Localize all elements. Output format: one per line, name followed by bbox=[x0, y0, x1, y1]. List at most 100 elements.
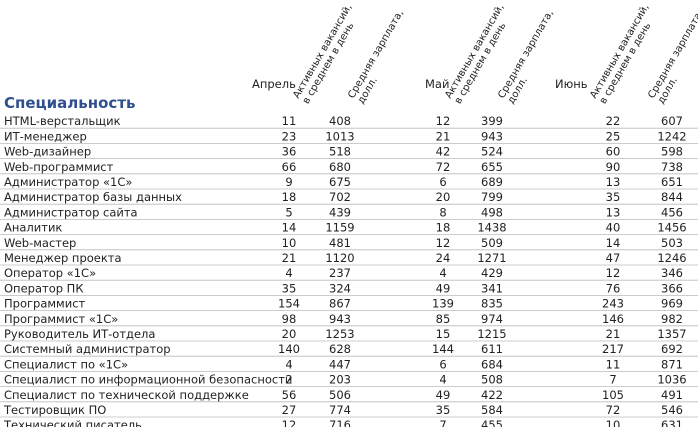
cell-value: 456 bbox=[661, 205, 683, 219]
cell-value: 655 bbox=[481, 160, 503, 174]
cell-value: 607 bbox=[661, 114, 683, 128]
cell-value: 1159 bbox=[325, 221, 354, 235]
cell-value: 943 bbox=[329, 312, 351, 326]
cell-value: 21 bbox=[282, 251, 297, 265]
cell-value: 455 bbox=[481, 418, 503, 427]
cell-value: 23 bbox=[282, 129, 297, 143]
cell-value: 25 bbox=[606, 129, 621, 143]
cell-value: 4 bbox=[285, 266, 292, 280]
cell-value: 4 bbox=[439, 266, 446, 280]
cell-value: 651 bbox=[661, 175, 683, 189]
cell-value: 982 bbox=[661, 312, 683, 326]
cell-value: 324 bbox=[329, 281, 351, 295]
specialty-name: Аналитик bbox=[4, 221, 62, 235]
cell-value: 692 bbox=[661, 342, 683, 356]
cell-value: 217 bbox=[602, 342, 624, 356]
specialty-name: Web-мастер bbox=[4, 236, 76, 250]
cell-value: 341 bbox=[481, 281, 503, 295]
specialty-name: Специалист по «1С» bbox=[4, 357, 128, 371]
cell-value: 844 bbox=[661, 190, 683, 204]
cell-value: 408 bbox=[329, 114, 351, 128]
cell-value: 21 bbox=[436, 129, 451, 143]
specialty-name: Оператор ПК bbox=[4, 281, 84, 295]
cell-value: 631 bbox=[661, 418, 683, 427]
cell-value: 509 bbox=[481, 236, 503, 250]
cell-value: 1013 bbox=[325, 129, 354, 143]
cell-value: 13 bbox=[606, 205, 621, 219]
cell-value: 518 bbox=[329, 145, 351, 159]
cell-value: 18 bbox=[436, 221, 451, 235]
specialty-name: Руководитель ИТ-отдела bbox=[4, 327, 155, 341]
cell-value: 4 bbox=[285, 357, 292, 371]
month-label: Июнь bbox=[555, 77, 588, 91]
cell-value: 49 bbox=[436, 388, 451, 402]
column-header-line: Активных вакансий, bbox=[588, 2, 651, 100]
cell-value: 243 bbox=[602, 297, 624, 311]
cell-value: 56 bbox=[282, 388, 297, 402]
cell-value: 10 bbox=[606, 418, 621, 427]
specialty-name: Тестировщик ПО bbox=[3, 403, 106, 417]
cell-value: 7 bbox=[439, 418, 446, 427]
cell-value: 13 bbox=[606, 175, 621, 189]
cell-value: 11 bbox=[606, 357, 621, 371]
cell-value: 689 bbox=[481, 175, 503, 189]
specialty-name: Специалист по технической поддержке bbox=[4, 388, 249, 402]
cell-value: 974 bbox=[481, 312, 503, 326]
cell-value: 5 bbox=[285, 205, 292, 219]
cell-value: 8 bbox=[439, 205, 446, 219]
specialty-name: Системный администратор bbox=[4, 342, 171, 356]
cell-value: 154 bbox=[278, 297, 300, 311]
specialty-name: Web-программист bbox=[4, 160, 114, 174]
cell-value: 422 bbox=[481, 388, 503, 402]
cell-value: 1242 bbox=[657, 129, 686, 143]
cell-value: 675 bbox=[329, 175, 351, 189]
cell-value: 584 bbox=[481, 403, 503, 417]
cell-value: 12 bbox=[606, 266, 621, 280]
cell-value: 60 bbox=[606, 145, 621, 159]
cell-value: 47 bbox=[606, 251, 621, 265]
specialty-name: Программист bbox=[4, 297, 86, 311]
cell-value: 35 bbox=[282, 281, 297, 295]
cell-value: 399 bbox=[481, 114, 503, 128]
cell-value: 628 bbox=[329, 342, 351, 356]
cell-value: 867 bbox=[329, 297, 351, 311]
cell-value: 969 bbox=[661, 297, 683, 311]
cell-value: 611 bbox=[481, 342, 503, 356]
cell-value: 1271 bbox=[477, 251, 506, 265]
column-header: Средняя зарплата,долл. bbox=[496, 8, 556, 106]
column-header: Средняя зарплата,долл. bbox=[646, 8, 698, 106]
cell-value: 366 bbox=[661, 281, 683, 295]
cell-value: 429 bbox=[481, 266, 503, 280]
cell-value: 11 bbox=[282, 114, 297, 128]
specialty-name: ИТ-менеджер bbox=[4, 129, 87, 143]
cell-value: 684 bbox=[481, 357, 503, 371]
cell-value: 1246 bbox=[657, 251, 686, 265]
cell-value: 1438 bbox=[477, 221, 506, 235]
cell-value: 7 bbox=[609, 373, 616, 387]
cell-value: 716 bbox=[329, 418, 351, 427]
cell-value: 40 bbox=[606, 221, 621, 235]
column-header-line: Активных вакансий, bbox=[443, 2, 506, 100]
cell-value: 503 bbox=[661, 236, 683, 250]
cell-value: 702 bbox=[329, 190, 351, 204]
cell-value: 835 bbox=[481, 297, 503, 311]
cell-value: 90 bbox=[606, 160, 621, 174]
specialty-name: Технический писатель bbox=[3, 418, 142, 427]
cell-value: 447 bbox=[329, 357, 351, 371]
cell-value: 24 bbox=[436, 251, 451, 265]
cell-value: 506 bbox=[329, 388, 351, 402]
cell-value: 1456 bbox=[657, 221, 686, 235]
cell-value: 14 bbox=[282, 221, 297, 235]
cell-value: 42 bbox=[436, 145, 451, 159]
cell-value: 237 bbox=[329, 266, 351, 280]
specialty-name: Специалист по информационной безопасност… bbox=[4, 373, 292, 387]
cell-value: 546 bbox=[661, 403, 683, 417]
specialty-name: Администратор сайта bbox=[4, 205, 138, 219]
cell-value: 524 bbox=[481, 145, 503, 159]
cell-value: 1120 bbox=[325, 251, 354, 265]
cell-value: 6 bbox=[439, 175, 446, 189]
cell-value: 21 bbox=[606, 327, 621, 341]
cell-value: 738 bbox=[661, 160, 683, 174]
cell-value: 203 bbox=[329, 373, 351, 387]
